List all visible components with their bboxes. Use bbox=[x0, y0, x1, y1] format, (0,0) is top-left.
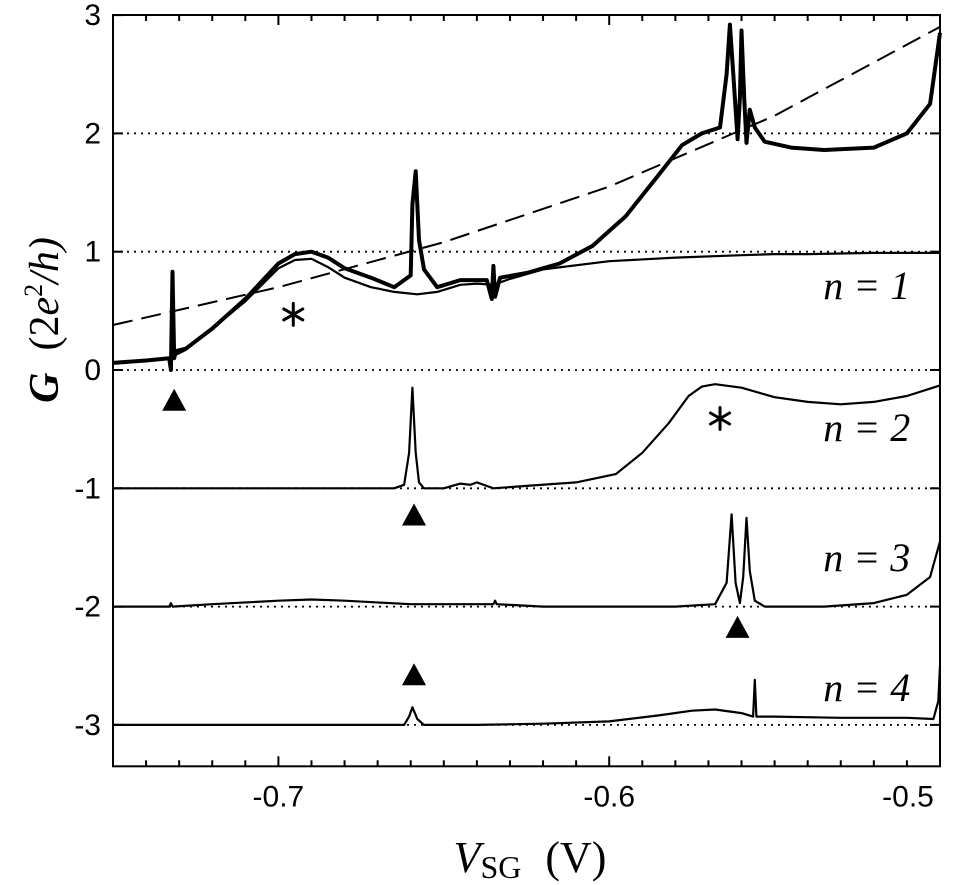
y-tick-label: -3 bbox=[74, 709, 101, 742]
series-line-n-4 bbox=[113, 665, 942, 726]
series-line-dashed-fit bbox=[112, 26, 941, 326]
series-line-n-2 bbox=[113, 383, 941, 490]
triangle-marker bbox=[402, 503, 427, 526]
axis-ticks: 3 2 1 0 -1 -2 -3 -0.7 -0.6 -0.5 bbox=[74, 0, 941, 813]
series-line-n-1 bbox=[168, 251, 940, 360]
y-axis-title: G(2e2/h) bbox=[19, 237, 68, 403]
annotation-markers bbox=[162, 301, 750, 686]
triangle-marker bbox=[725, 615, 750, 638]
data-curves bbox=[112, 22, 942, 726]
y-tick-label: 3 bbox=[84, 0, 101, 32]
x-tick-label: -0.7 bbox=[253, 780, 305, 813]
triangle-marker bbox=[162, 388, 187, 411]
asterisk-marker bbox=[708, 406, 732, 432]
asterisk-marker bbox=[282, 301, 305, 327]
series-line-thick-trace bbox=[112, 22, 942, 372]
y-tick-label: 2 bbox=[84, 117, 101, 150]
curve-labels: n = 1 n = 2 n = 3 n = 4 bbox=[823, 263, 910, 710]
triangle-marker bbox=[402, 663, 427, 686]
x-axis-title: VSG (V) bbox=[454, 833, 607, 885]
series-line-n-3 bbox=[113, 513, 942, 608]
reference-lines bbox=[113, 132, 940, 726]
y-tick-label: 0 bbox=[84, 354, 101, 387]
curve-label-n1: n = 1 bbox=[823, 263, 910, 308]
curve-label-n4: n = 4 bbox=[823, 665, 910, 710]
y-tick-label: -2 bbox=[74, 591, 101, 624]
curve-label-n2: n = 2 bbox=[823, 405, 910, 450]
x-tick-label: -0.5 bbox=[882, 780, 934, 813]
curve-label-n3: n = 3 bbox=[823, 535, 910, 580]
x-tick-label: -0.6 bbox=[583, 780, 635, 813]
plot-frame bbox=[112, 14, 941, 768]
y-tick-label: 1 bbox=[84, 236, 101, 269]
y-tick-label: -1 bbox=[74, 472, 101, 505]
